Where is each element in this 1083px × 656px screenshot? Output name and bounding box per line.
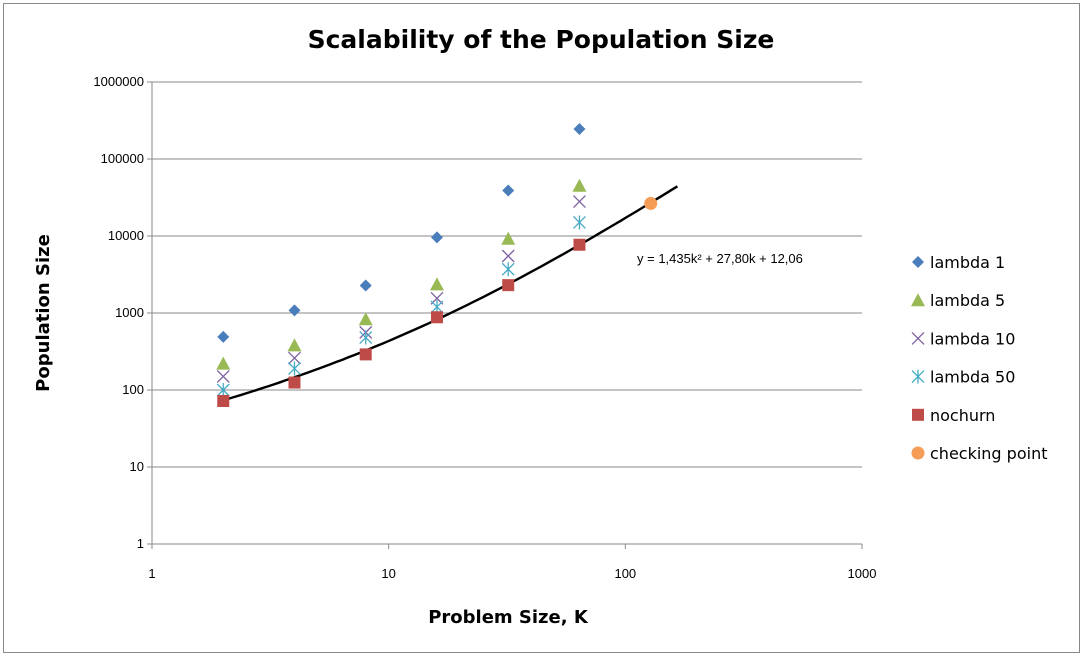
legend-item: checking point bbox=[911, 444, 1047, 463]
legend-marker bbox=[911, 331, 925, 345]
data-point bbox=[644, 196, 658, 210]
legend-item: lambda 10 bbox=[911, 329, 1015, 348]
y-tick-label: 100000 bbox=[101, 151, 144, 166]
legend-item: lambda 50 bbox=[911, 368, 1015, 387]
x-tick-labels: 1 10 100 1000 bbox=[148, 566, 876, 581]
series-lambda-10 bbox=[216, 195, 586, 383]
series-checking-point bbox=[644, 196, 658, 210]
data-point bbox=[430, 231, 443, 244]
legend-label: lambda 1 bbox=[930, 253, 1005, 272]
data-point bbox=[501, 262, 515, 277]
legend-marker bbox=[911, 369, 925, 384]
y-tick-label: 1 bbox=[137, 536, 144, 551]
data-point bbox=[288, 361, 301, 376]
data-point bbox=[430, 311, 443, 324]
data-point bbox=[502, 279, 515, 292]
data-point bbox=[501, 231, 516, 245]
data-point bbox=[216, 369, 230, 383]
legend-marker bbox=[911, 293, 925, 307]
series-lambda-50 bbox=[216, 215, 586, 397]
y-tick-label: 10 bbox=[130, 459, 144, 474]
data-point bbox=[501, 249, 515, 263]
data-point bbox=[216, 356, 231, 370]
data-point bbox=[358, 312, 373, 326]
data-point bbox=[573, 238, 586, 251]
data-point bbox=[217, 330, 230, 343]
legend-item: lambda 5 bbox=[911, 291, 1005, 310]
x-tick-label: 1000 bbox=[848, 566, 877, 581]
data-point bbox=[287, 338, 302, 352]
y-tick-label: 1000000 bbox=[93, 74, 144, 89]
data-point bbox=[573, 215, 586, 230]
data-point bbox=[288, 376, 301, 389]
chart-frame bbox=[3, 3, 1080, 653]
series-nochurn bbox=[217, 238, 586, 407]
data-point bbox=[359, 348, 372, 361]
trendline-equation: y = 1,435k² + 27,80k + 12,06 bbox=[637, 251, 803, 266]
data-point bbox=[429, 277, 444, 291]
x-tick-label: 1 bbox=[148, 566, 155, 581]
y-tick-label: 10000 bbox=[108, 228, 144, 243]
legend-item: nochurn bbox=[912, 406, 995, 425]
legend-label: lambda 50 bbox=[930, 368, 1015, 387]
data-point bbox=[217, 394, 230, 407]
data-points bbox=[216, 123, 658, 407]
axes bbox=[147, 81, 863, 549]
x-tick-label: 10 bbox=[381, 566, 395, 581]
legend-label: lambda 5 bbox=[930, 291, 1005, 310]
y-axis-title: Population Size bbox=[33, 234, 54, 392]
legend-label: lambda 10 bbox=[930, 329, 1015, 348]
data-point bbox=[288, 304, 301, 317]
legend-item: lambda 1 bbox=[912, 253, 1005, 272]
series-lambda-1 bbox=[217, 123, 586, 343]
data-point bbox=[573, 123, 586, 136]
data-point bbox=[572, 178, 587, 192]
legend-marker bbox=[912, 408, 924, 421]
data-point bbox=[359, 279, 372, 292]
trendline bbox=[222, 185, 679, 402]
data-point bbox=[573, 195, 586, 209]
legend-label: nochurn bbox=[930, 406, 995, 425]
legend-marker bbox=[911, 446, 925, 460]
grid-lines bbox=[152, 81, 862, 468]
series-lambda-5 bbox=[216, 178, 587, 370]
data-point bbox=[502, 184, 515, 197]
y-tick-label: 1000 bbox=[115, 305, 144, 320]
chart-title: Scalability of the Population Size bbox=[308, 25, 775, 54]
legend: lambda 1 lambda 5 lambda 10 lambda 50 nochur… bbox=[911, 253, 1047, 463]
data-point bbox=[359, 330, 373, 345]
y-tick-labels: 1 10 100 1000 10000 100000 1000000 bbox=[93, 74, 144, 551]
y-tick-label: 100 bbox=[122, 382, 144, 397]
x-axis-title: Problem Size, K bbox=[428, 607, 589, 628]
legend-marker bbox=[912, 256, 924, 268]
legend-label: checking point bbox=[930, 444, 1047, 463]
data-point bbox=[216, 383, 230, 397]
data-point bbox=[288, 351, 301, 365]
x-tick-label: 100 bbox=[614, 566, 636, 581]
